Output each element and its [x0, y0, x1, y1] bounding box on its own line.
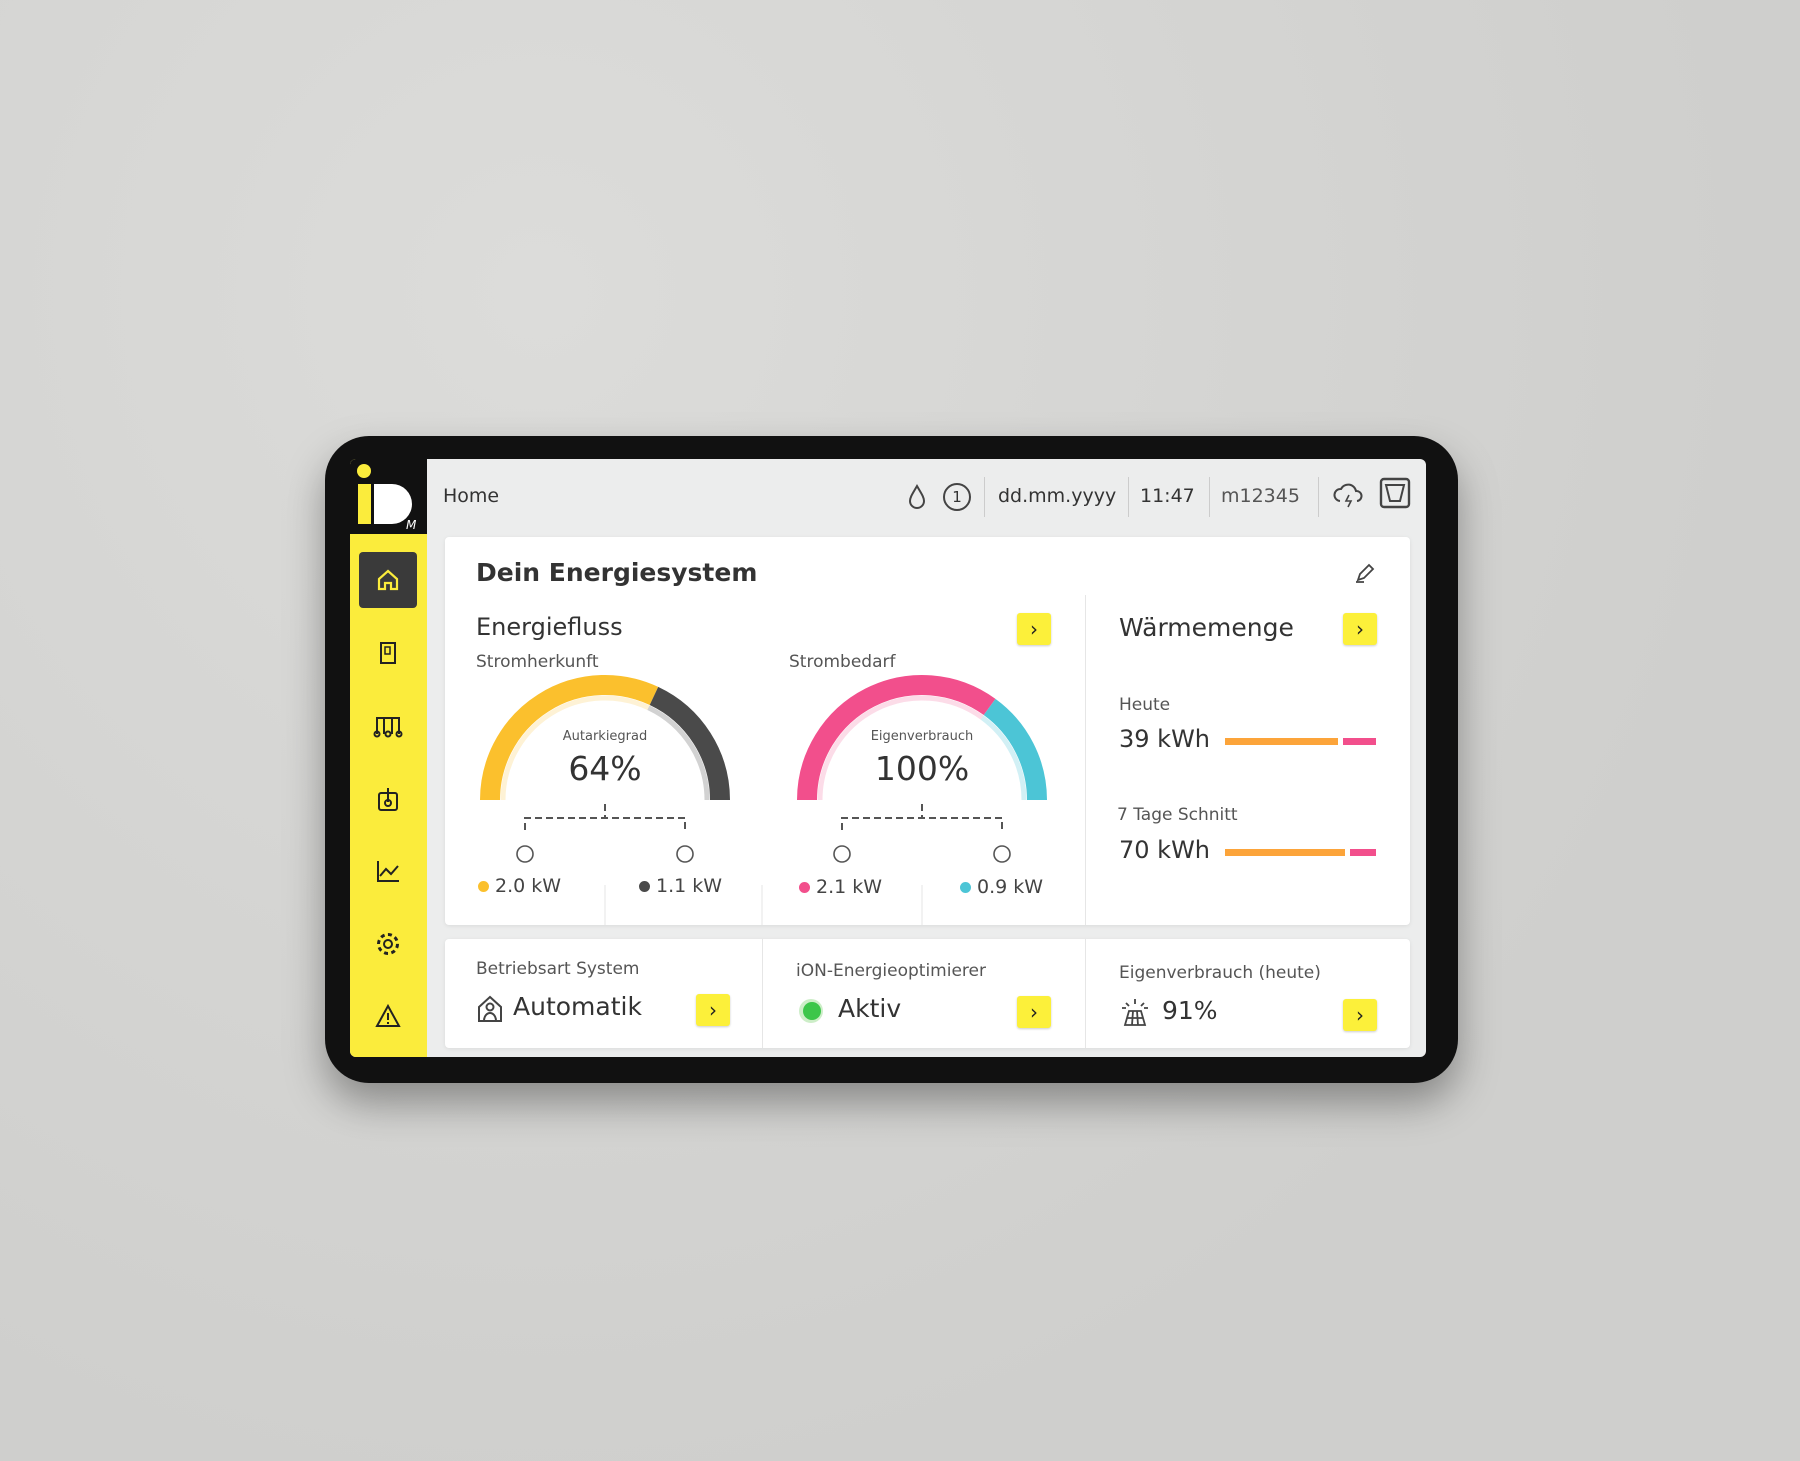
- divider: [1209, 477, 1210, 517]
- heat-pump-icon: [380, 642, 396, 664]
- stromherkunft-gauge-arc-primary: [480, 675, 659, 801]
- sidebar-item-hot-water[interactable]: [359, 771, 417, 827]
- grid-power-value: 1.1 kW: [639, 875, 722, 897]
- seven-day-bar-pink: [1350, 849, 1376, 856]
- idm-logo: M: [350, 459, 427, 534]
- strombedarf-gauge-arc-secondary: [983, 698, 1047, 801]
- ion-value: Aktiv: [838, 994, 902, 1023]
- divider: [1085, 939, 1086, 1048]
- strombedarf-label: Strombedarf: [789, 652, 896, 672]
- water-drop-icon[interactable]: [906, 483, 928, 511]
- power-pylon-icon: [676, 845, 694, 863]
- device-id: m12345: [1221, 485, 1300, 507]
- date-display: dd.mm.yyyy: [998, 485, 1117, 507]
- screen: M Home 1 dd.mm.yyyy 11:47 m12345 Dein En…: [350, 459, 1426, 1057]
- autarkiegrad-label: Autarkiegrad: [562, 729, 648, 744]
- heating-circuits-icon: [373, 717, 403, 738]
- chart-icon: [377, 861, 399, 882]
- strombedarf-gauge-arc-primary: [797, 675, 996, 801]
- notification-badge[interactable]: 1: [943, 483, 971, 511]
- heute-label: Heute: [1119, 695, 1171, 715]
- divider: [984, 477, 985, 517]
- energy-gauges: [480, 675, 1047, 925]
- warning-icon: [375, 1003, 401, 1027]
- solar-panel-icon: [1122, 999, 1148, 1026]
- chevron-right-icon: ›: [1356, 1003, 1364, 1027]
- betriebsart-label: Betriebsart System: [476, 959, 640, 979]
- chevron-right-icon: ›: [709, 998, 717, 1022]
- home-icon: [377, 569, 399, 591]
- strombedarf-gauge-inner-0: [817, 695, 984, 801]
- waermemenge-title: Wärmemenge: [1119, 613, 1294, 642]
- eigenverbrauch-heute-value: 91%: [1162, 996, 1218, 1025]
- waermemenge-open-button[interactable]: ›: [1343, 613, 1377, 645]
- chevron-right-icon: ›: [1356, 617, 1364, 641]
- sidebar-item-home[interactable]: [359, 552, 417, 608]
- stromherkunft-flow-lines: [524, 804, 686, 830]
- heat-pump-power-value: 2.1 kW: [799, 876, 882, 898]
- seven-day-bar-orange: [1225, 849, 1345, 856]
- divider: [1128, 477, 1129, 517]
- edit-icon[interactable]: [1353, 561, 1377, 585]
- solar-panel-icon: [516, 845, 534, 863]
- sidebar-item-heat-pump[interactable]: [359, 625, 417, 681]
- stromherkunft-gauge-inner-1: [647, 705, 710, 801]
- autarkiegrad-value: 64%: [568, 749, 642, 788]
- stromherkunft-gauge-arc-secondary: [649, 686, 730, 801]
- eigenverbrauch-open-button[interactable]: ›: [1343, 999, 1377, 1031]
- heute-value: 39 kWh: [1119, 725, 1211, 753]
- energiefluss-title: Energiefluss: [476, 613, 623, 641]
- stromherkunft-label: Stromherkunft: [476, 652, 599, 672]
- strombedarf-flow-lines: [841, 804, 1003, 830]
- eigenverbrauch-value: 100%: [874, 749, 970, 788]
- sidebar-item-heating-circuits[interactable]: [359, 698, 417, 754]
- energiefluss-open-button[interactable]: ›: [1017, 613, 1051, 645]
- sidebar-item-settings[interactable]: [359, 916, 417, 972]
- stromherkunft-gauge-inner-0: [500, 695, 650, 801]
- eigenverbrauch-label: Eigenverbrauch: [870, 729, 974, 744]
- sidebar-item-warnings[interactable]: [359, 988, 417, 1044]
- energy-system-card: [445, 537, 1410, 925]
- sidebar: M: [350, 459, 427, 1057]
- card-title: Dein Energiesystem: [476, 558, 758, 587]
- ion-label: iON-Energieoptimierer: [796, 961, 986, 981]
- page-title: Home: [443, 485, 500, 507]
- hot-water-icon: [378, 788, 398, 811]
- heat-pump-icon: [833, 845, 851, 863]
- auto-mode-icon: [478, 995, 502, 1022]
- heute-bar-pink: [1343, 738, 1376, 745]
- display-icon[interactable]: [1378, 476, 1412, 510]
- eigenverbrauch-heute-label: Eigenverbrauch (heute): [1119, 963, 1321, 983]
- heute-bar-orange: [1225, 738, 1338, 745]
- settings-icon: [377, 933, 399, 955]
- seven-day-value: 70 kWh: [1119, 836, 1211, 864]
- status-active-icon: [799, 999, 823, 1023]
- sidebar-item-statistics[interactable]: [359, 843, 417, 899]
- divider: [762, 939, 763, 1048]
- seven-day-label: 7 Tage Schnitt: [1117, 805, 1238, 825]
- chevron-right-icon: ›: [1030, 1000, 1038, 1024]
- house-power-value: 0.9 kW: [960, 876, 1043, 898]
- betriebsart-value: Automatik: [513, 992, 642, 1021]
- chevron-right-icon: ›: [1030, 617, 1038, 641]
- divider: [1085, 595, 1086, 925]
- svg-text:M: M: [406, 518, 417, 532]
- cloud-connection-icon[interactable]: [1332, 481, 1366, 511]
- betriebsart-open-button[interactable]: ›: [696, 994, 730, 1026]
- time-display: 11:47: [1140, 485, 1195, 507]
- strombedarf-gauge-inner-1: [980, 715, 1027, 801]
- solar-power-value: 2.0 kW: [478, 875, 561, 897]
- divider: [1318, 477, 1319, 517]
- house-icon: [993, 845, 1011, 863]
- status-cards: [445, 939, 1410, 1048]
- ion-open-button[interactable]: ›: [1017, 996, 1051, 1028]
